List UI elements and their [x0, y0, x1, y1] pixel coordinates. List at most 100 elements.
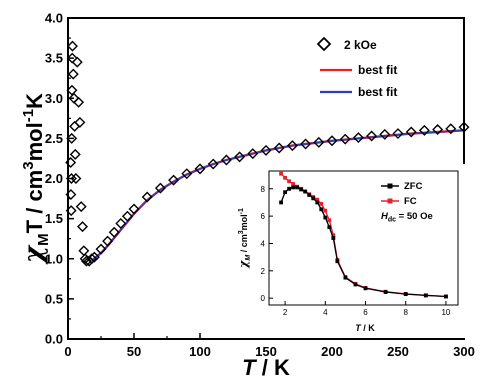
inset-legend-label-zfc: ZFC: [404, 181, 423, 192]
legend-label-fit-blue: best fit: [358, 85, 397, 99]
inset-frame: [268, 170, 459, 306]
inset-y-tick-label: 2: [261, 267, 266, 276]
inset-data-point: [363, 286, 368, 291]
legend-entry-fit-blue: best fit: [320, 85, 397, 99]
data-point-diamond: [352, 132, 364, 144]
inset-legend-zfc: ZFC: [381, 181, 423, 192]
main-legend: 2 kOe best fit best fit: [316, 36, 397, 99]
inset-data-point: [311, 196, 316, 201]
inset-data-point: [331, 233, 336, 238]
data-point-diamond: [168, 174, 180, 186]
y-axis-title-sub: M: [35, 233, 52, 246]
x-axis-title: T / K: [242, 355, 290, 380]
data-point-diamond: [69, 148, 81, 160]
main-axis-ticks: 0 50 100 150 200 250 3000.00.51.01.52.02.53.03…: [45, 11, 475, 360]
data-point-diamond: [74, 116, 86, 128]
y-axis-title-chi: χ: [19, 244, 49, 265]
y-tick-label: 0.0: [45, 332, 63, 347]
inset-data-point: [307, 193, 312, 197]
inset-data-point: [303, 189, 308, 194]
x-tick-label: 300: [453, 344, 475, 359]
y-axis-title-rest: mol: [22, 122, 47, 161]
legend-label-2koe: 2 kOe: [344, 38, 377, 52]
inset-y-tick-label: 8: [261, 185, 266, 194]
data-point-diamond: [220, 154, 232, 166]
y-tick-label: 3.0: [45, 91, 63, 106]
inset-data-point: [299, 187, 304, 192]
inset-plot-series: [279, 171, 448, 299]
y-tick-label: 0.5: [45, 291, 63, 306]
data-point-diamond: [66, 40, 78, 52]
inset-data-point: [383, 290, 388, 294]
inset-data-point: [283, 175, 287, 180]
inset-data-point: [315, 197, 320, 202]
y-tick-label: 2.5: [45, 131, 63, 146]
inset-annotation-hdc: Hdc = 50 Oe: [381, 211, 433, 224]
inset-annotation-h: H: [381, 211, 389, 222]
x-tick-label: 50: [127, 344, 141, 359]
x-tick-label: 250: [387, 344, 409, 359]
inset-legend: ZFC FC Hdc = 50 Oe: [381, 181, 433, 224]
data-point-diamond: [313, 136, 325, 148]
x-axis-title-t: T: [242, 355, 257, 380]
inset-legend-marker-fc: [387, 198, 393, 204]
inset-data-point: [291, 185, 296, 190]
inset-y-axis-title: χM / cm3mol-1: [237, 208, 252, 269]
inset-y-title-rest: / cm: [239, 234, 249, 255]
inset-x-axis-title: T / K: [355, 323, 375, 333]
inset-y-tick-label: 6: [261, 212, 266, 221]
inset-y-title-sup2: -1: [238, 208, 245, 214]
inset-data-point: [327, 218, 332, 223]
data-point-diamond: [207, 158, 219, 170]
inset-legend-marker-zfc: [387, 183, 393, 189]
inset-x-tick-label: 4: [323, 308, 328, 317]
data-point-diamond: [69, 120, 81, 132]
inset-data-point: [353, 282, 358, 287]
data-point-diamond: [273, 142, 285, 154]
inset-y-title-sub: M: [245, 255, 252, 261]
inset-legend-fc: FC: [381, 196, 417, 207]
inset-data-point: [315, 200, 320, 205]
inset-data-point: [295, 185, 300, 190]
data-point-diamond: [286, 140, 298, 152]
inset-x-tick-label: 10: [441, 308, 450, 317]
inset-x-title-t: T: [355, 323, 362, 333]
legend-entry-fit-red: best fit: [320, 63, 397, 77]
data-point-diamond: [339, 133, 351, 145]
inset-annotation-rest: = 50 Oe: [396, 211, 433, 222]
legend-label-fit-red: best fit: [358, 63, 397, 77]
inset-data-point: [279, 171, 283, 176]
inset-data-point: [327, 225, 332, 229]
data-point-diamond: [95, 243, 107, 255]
inset-x-tick-label: 2: [283, 308, 288, 317]
data-point-diamond: [234, 151, 246, 163]
y-tick-label: 3.5: [45, 51, 63, 66]
x-tick-label: 150: [255, 344, 277, 359]
y-axis-title-mid: T / cm: [22, 170, 47, 234]
inset-y-title-sup: 3: [238, 230, 245, 234]
data-point-diamond: [71, 56, 83, 68]
data-point-diamond: [102, 235, 114, 247]
data-point-diamond: [445, 123, 457, 135]
y-axis-title-sup: 3: [20, 161, 37, 169]
y-tick-label: 2.0: [45, 171, 63, 186]
y-axis-title: χMT / cm3mol-1K: [19, 93, 52, 265]
y-tick-label: 1.0: [45, 251, 63, 266]
data-point-diamond: [128, 203, 140, 215]
data-point-diamond: [66, 52, 78, 64]
data-point-diamond: [70, 173, 82, 184]
inset-data-point: [444, 294, 448, 299]
data-point-diamond: [78, 245, 90, 257]
data-point-diamond: [432, 124, 444, 136]
inset-data-point: [283, 190, 287, 195]
inset-data-point: [287, 179, 292, 184]
data-point-diamond: [260, 144, 272, 156]
inset-data-point: [287, 186, 292, 191]
inset-axis-ticks: 2 4 6 8 10 0 2 4 6 8: [261, 185, 451, 317]
x-tick-label: 100: [189, 344, 211, 359]
inset-data-point: [319, 201, 324, 206]
y-axis-title-end: K: [22, 93, 47, 109]
inset-data-point: [323, 215, 328, 220]
inset-y-title-end: mol: [239, 214, 249, 230]
